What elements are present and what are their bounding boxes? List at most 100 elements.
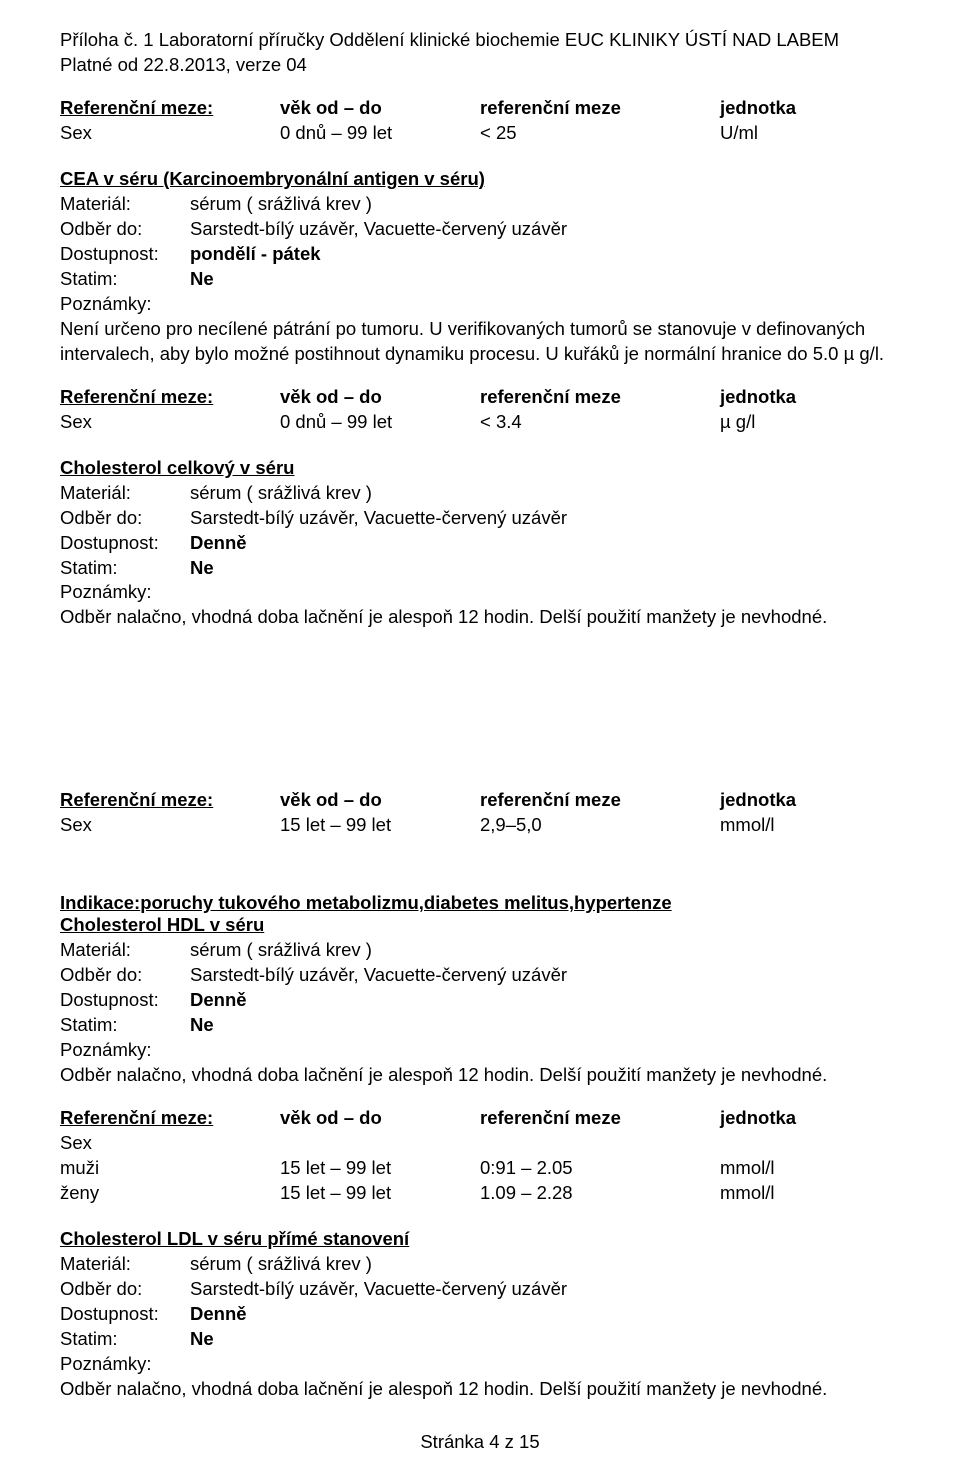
table-header: Referenční meze: věk od – do referenční … <box>60 96 900 121</box>
section-cea: CEA v séru (Karcinoembryonální antigen v… <box>60 168 900 367</box>
value-statim: Ne <box>190 1327 900 1352</box>
cell-age <box>280 1131 480 1156</box>
cell-range: 0:91 – 2.05 <box>480 1156 720 1181</box>
cell-unit: mmol/l <box>720 1156 900 1181</box>
cell-age: 0 dnů – 99 let <box>280 121 480 146</box>
col-header-refmeze: Referenční meze: <box>60 1106 280 1131</box>
cell-age: 15 let – 99 let <box>280 813 480 838</box>
value-statim: Ne <box>190 267 900 292</box>
section-chol-ldl: Cholesterol LDL v séru přímé stanovení M… <box>60 1228 900 1402</box>
value-odber: Sarstedt-bílý uzávěr, Vacuette-červený u… <box>190 217 900 242</box>
section-title-chol-total: Cholesterol celkový v séru <box>60 457 900 479</box>
col-header-refmeze: Referenční meze: <box>60 385 280 410</box>
kv-poznamky: Poznámky: <box>60 580 900 605</box>
col-header-refmeze: Referenční meze: <box>60 788 280 813</box>
cell-sex: Sex <box>60 813 280 838</box>
table-row: Sex <box>60 1131 900 1156</box>
col-header-range: referenční meze <box>480 96 720 121</box>
cell-unit: µ g/l <box>720 410 900 435</box>
value-statim: Ne <box>190 1013 900 1038</box>
cell-unit: U/ml <box>720 121 900 146</box>
kv-odber: Odběr do: Sarstedt-bílý uzávěr, Vacuette… <box>60 1277 900 1302</box>
label-poznamky: Poznámky: <box>60 580 190 605</box>
label-material: Materiál: <box>60 938 190 963</box>
col-header-age: věk od – do <box>280 1106 480 1131</box>
cell-age: 15 let – 99 let <box>280 1156 480 1181</box>
ref-table-1: Referenční meze: věk od – do referenční … <box>60 96 900 146</box>
value-dostupnost: pondělí - pátek <box>190 242 900 267</box>
spacer <box>60 630 900 770</box>
note-chol-total: Odběr nalačno, vhodná doba lačnění je al… <box>60 605 900 630</box>
value-material: sérum ( srážlivá krev ) <box>190 192 900 217</box>
kv-poznamky: Poznámky: <box>60 292 900 317</box>
section-title-chol-hdl: Cholesterol HDL v séru <box>60 914 900 936</box>
section-chol-hdl: Cholesterol HDL v séru Materiál: sérum (… <box>60 914 900 1088</box>
kv-poznamky: Poznámky: <box>60 1352 900 1377</box>
table-header: Referenční meze: věk od – do referenční … <box>60 385 900 410</box>
kv-dostupnost: Dostupnost: Denně <box>60 531 900 556</box>
value-odber: Sarstedt-bílý uzávěr, Vacuette-červený u… <box>190 1277 900 1302</box>
col-header-range: referenční meze <box>480 385 720 410</box>
col-header-unit: jednotka <box>720 96 900 121</box>
kv-odber: Odběr do: Sarstedt-bílý uzávěr, Vacuette… <box>60 506 900 531</box>
cell-range <box>480 1131 720 1156</box>
page: Příloha č. 1 Laboratorní příručky Odděle… <box>0 0 960 1483</box>
label-odber: Odběr do: <box>60 963 190 988</box>
col-header-unit: jednotka <box>720 788 900 813</box>
table-row: Sex 0 dnů – 99 let < 25 U/ml <box>60 121 900 146</box>
ref-table-3: Referenční meze: věk od – do referenční … <box>60 788 900 838</box>
kv-odber: Odběr do: Sarstedt-bílý uzávěr, Vacuette… <box>60 963 900 988</box>
note-chol-hdl: Odběr nalačno, vhodná doba lačnění je al… <box>60 1063 900 1088</box>
cell-age: 0 dnů – 99 let <box>280 410 480 435</box>
ref-table-4: Referenční meze: věk od – do referenční … <box>60 1106 900 1206</box>
cell-range: < 25 <box>480 121 720 146</box>
table-row: Sex 15 let – 99 let 2,9–5,0 mmol/l <box>60 813 900 838</box>
value-odber: Sarstedt-bílý uzávěr, Vacuette-červený u… <box>190 506 900 531</box>
label-material: Materiál: <box>60 192 190 217</box>
col-header-unit: jednotka <box>720 1106 900 1131</box>
label-dostupnost: Dostupnost: <box>60 531 190 556</box>
kv-material: Materiál: sérum ( srážlivá krev ) <box>60 481 900 506</box>
label-dostupnost: Dostupnost: <box>60 988 190 1013</box>
kv-dostupnost: Dostupnost: Denně <box>60 1302 900 1327</box>
cell-age: 15 let – 99 let <box>280 1181 480 1206</box>
label-odber: Odběr do: <box>60 217 190 242</box>
kv-statim: Statim: Ne <box>60 267 900 292</box>
note-chol-ldl: Odběr nalačno, vhodná doba lačnění je al… <box>60 1377 900 1402</box>
kv-material: Materiál: sérum ( srážlivá krev ) <box>60 1252 900 1277</box>
table-row: ženy 15 let – 99 let 1.09 – 2.28 mmol/l <box>60 1181 900 1206</box>
section-chol-total: Cholesterol celkový v séru Materiál: sér… <box>60 457 900 631</box>
label-dostupnost: Dostupnost: <box>60 1302 190 1327</box>
table-header: Referenční meze: věk od – do referenční … <box>60 788 900 813</box>
kv-poznamky: Poznámky: <box>60 1038 900 1063</box>
kv-material: Materiál: sérum ( srážlivá krev ) <box>60 938 900 963</box>
cell-unit <box>720 1131 900 1156</box>
value-dostupnost: Denně <box>190 531 900 556</box>
label-odber: Odběr do: <box>60 506 190 531</box>
value-material: sérum ( srážlivá krev ) <box>190 1252 900 1277</box>
indication-text: poruchy tukového metabolizmu,diabetes me… <box>140 892 671 913</box>
table-row: muži 15 let – 99 let 0:91 – 2.05 mmol/l <box>60 1156 900 1181</box>
section-title-cea: CEA v séru (Karcinoembryonální antigen v… <box>60 168 900 190</box>
value-odber: Sarstedt-bílý uzávěr, Vacuette-červený u… <box>190 963 900 988</box>
value-dostupnost: Denně <box>190 1302 900 1327</box>
header-line-2: Platné od 22.8.2013, verze 04 <box>60 53 900 78</box>
label-odber: Odběr do: <box>60 1277 190 1302</box>
kv-odber: Odběr do: Sarstedt-bílý uzávěr, Vacuette… <box>60 217 900 242</box>
cell-muzi: muži <box>60 1156 280 1181</box>
kv-statim: Statim: Ne <box>60 1013 900 1038</box>
header-line-1: Příloha č. 1 Laboratorní příručky Odděle… <box>60 28 900 53</box>
kv-dostupnost: Dostupnost: pondělí - pátek <box>60 242 900 267</box>
kv-dostupnost: Dostupnost: Denně <box>60 988 900 1013</box>
table-row: Sex 0 dnů – 99 let < 3.4 µ g/l <box>60 410 900 435</box>
indication-label: Indikace: <box>60 892 140 913</box>
cell-sex: Sex <box>60 410 280 435</box>
label-poznamky: Poznámky: <box>60 292 190 317</box>
value-statim: Ne <box>190 556 900 581</box>
spacer <box>60 838 900 870</box>
col-header-range: referenční meze <box>480 788 720 813</box>
cell-unit: mmol/l <box>720 813 900 838</box>
ref-table-2: Referenční meze: věk od – do referenční … <box>60 385 900 435</box>
label-poznamky: Poznámky: <box>60 1038 190 1063</box>
kv-statim: Statim: Ne <box>60 1327 900 1352</box>
